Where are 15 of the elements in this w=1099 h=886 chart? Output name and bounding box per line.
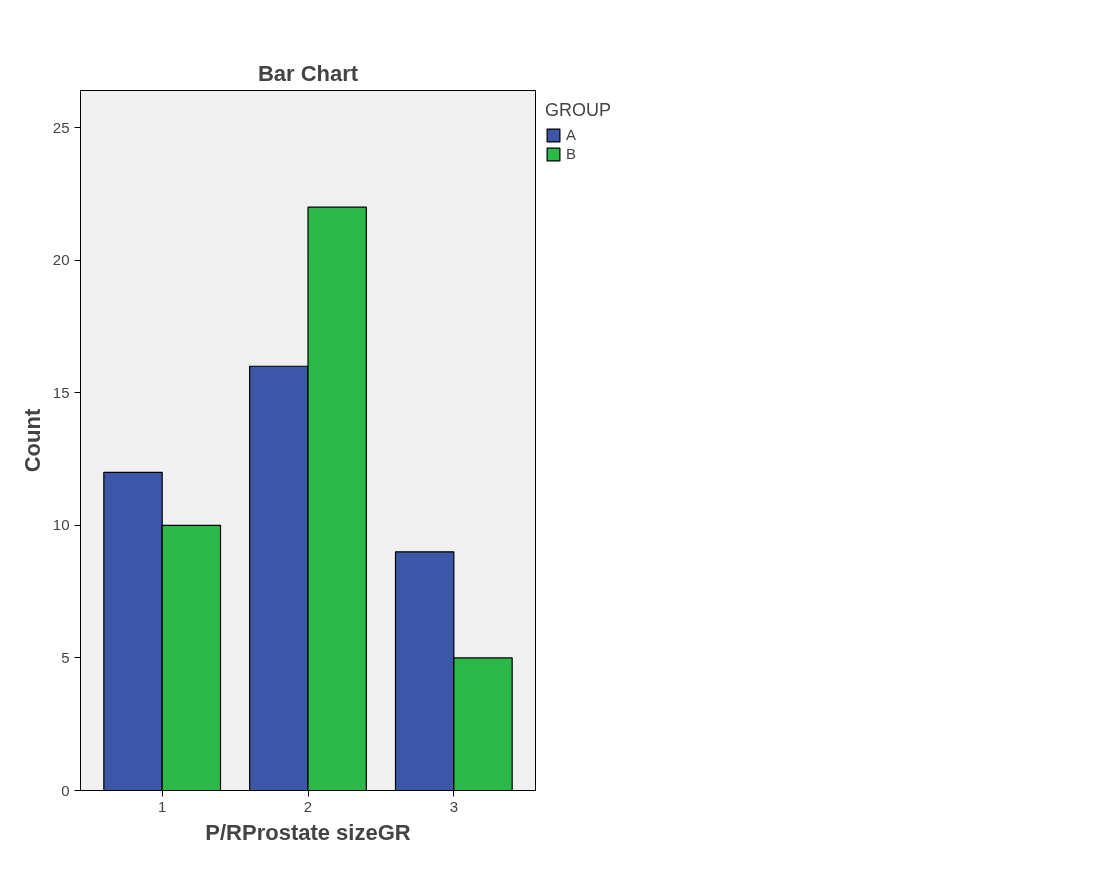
chart-title: Bar Chart bbox=[257, 60, 359, 86]
legend-title: GROUP bbox=[545, 100, 612, 121]
y-tick-label: 10 bbox=[52, 516, 70, 534]
y-tick-label: 25 bbox=[52, 118, 70, 136]
legend-label: A bbox=[566, 126, 577, 143]
y-tick-label: 20 bbox=[52, 251, 70, 269]
y-tick-label: 0 bbox=[61, 781, 70, 799]
y-tick-label: 5 bbox=[61, 648, 70, 666]
x-axis-title: P/RProstate sizeGR bbox=[205, 819, 411, 845]
x-tick-label: 3 bbox=[449, 797, 459, 815]
x-tick-label: 1 bbox=[158, 797, 167, 815]
legend-label: B bbox=[566, 145, 577, 162]
y-axis-title: Count bbox=[19, 408, 45, 473]
y-tick-label: 15 bbox=[52, 383, 70, 401]
x-tick-label: 2 bbox=[303, 797, 313, 815]
